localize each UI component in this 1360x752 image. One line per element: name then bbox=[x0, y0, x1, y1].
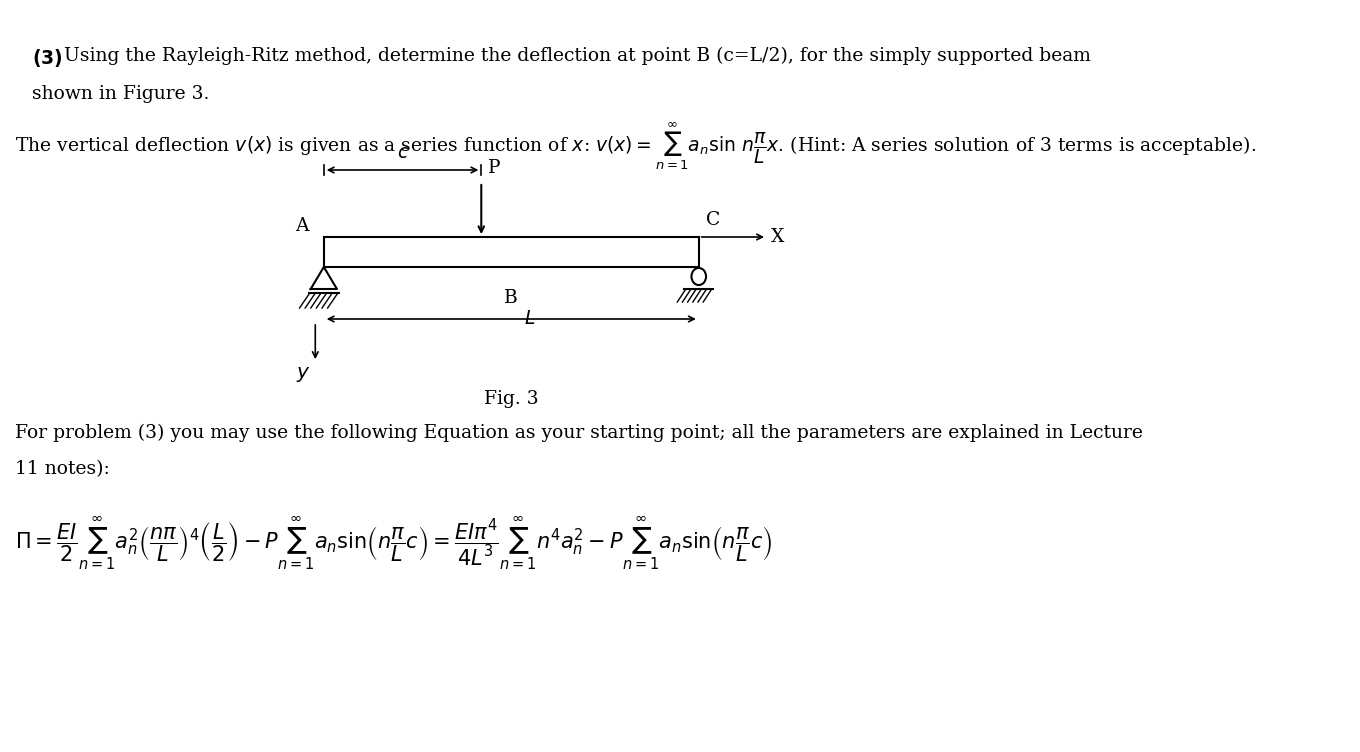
Text: $\mathbf{(3)}$: $\mathbf{(3)}$ bbox=[33, 47, 63, 69]
Text: $\Pi = \dfrac{EI}{2}\sum_{n=1}^{\infty} a_n^2 \left(\dfrac{n\pi}{L}\right)^4 \le: $\Pi = \dfrac{EI}{2}\sum_{n=1}^{\infty} … bbox=[15, 514, 772, 572]
Text: Using the Rayleigh-Ritz method, determine the deflection at point B (c=L/2), for: Using the Rayleigh-Ritz method, determin… bbox=[64, 47, 1091, 65]
Text: The vertical deflection $v(x)$ is given as a series function of $x$: $v(x) = \su: The vertical deflection $v(x)$ is given … bbox=[15, 119, 1257, 171]
Text: B: B bbox=[505, 289, 518, 307]
Text: $c$: $c$ bbox=[397, 144, 408, 162]
Text: P: P bbox=[488, 159, 500, 177]
Polygon shape bbox=[310, 267, 337, 289]
Text: $y$: $y$ bbox=[296, 365, 311, 384]
Text: shown in Figure 3.: shown in Figure 3. bbox=[33, 85, 209, 103]
Circle shape bbox=[691, 268, 706, 285]
Text: For problem (3) you may use the following Equation as your starting point; all t: For problem (3) you may use the followin… bbox=[15, 424, 1144, 442]
Text: $L$: $L$ bbox=[524, 310, 536, 328]
Text: Fig. 3: Fig. 3 bbox=[484, 390, 539, 408]
Text: C: C bbox=[706, 211, 719, 229]
Text: X: X bbox=[771, 228, 785, 246]
FancyBboxPatch shape bbox=[324, 237, 699, 267]
Text: A: A bbox=[295, 217, 309, 235]
Text: 11 notes):: 11 notes): bbox=[15, 460, 110, 478]
